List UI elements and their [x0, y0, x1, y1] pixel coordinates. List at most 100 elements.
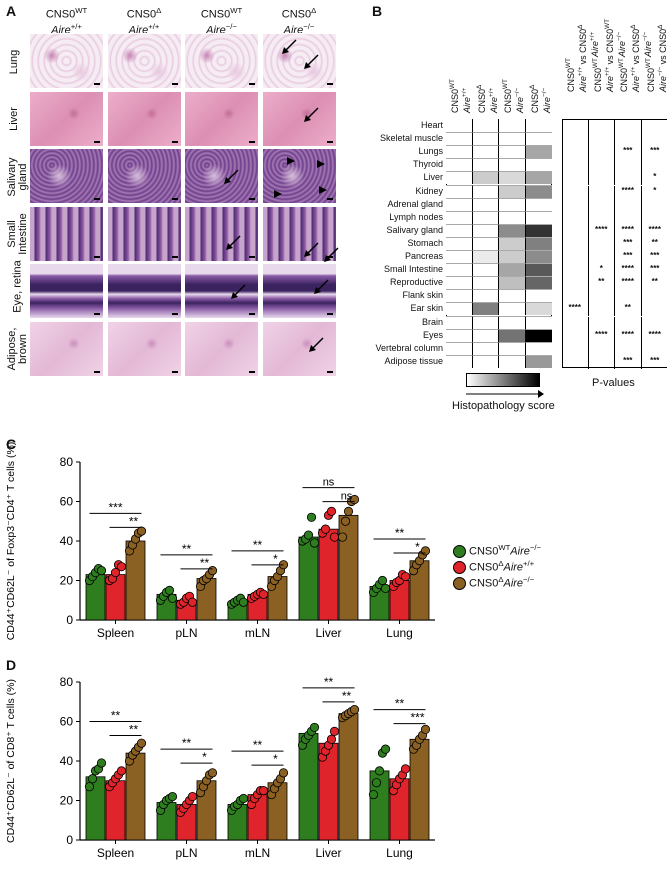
heatmap-cell	[525, 328, 552, 342]
pvalue-cell	[589, 290, 615, 304]
data-point	[258, 786, 269, 796]
significance-label: **	[253, 538, 263, 552]
data-point	[303, 530, 314, 540]
data-point	[380, 583, 391, 593]
scale-bar	[249, 140, 255, 143]
pvalue-cell: ***	[615, 146, 642, 160]
heatmap-cell	[525, 119, 552, 133]
arrowhead-icon	[286, 157, 295, 165]
arrow-icon	[303, 106, 319, 122]
panel-c-chart: CD44⁺CD62L⁻ of Foxp3⁻CD4⁺ T cells (%) 0 20…	[5, 442, 435, 640]
tissue-label: Skeletal muscle	[379, 133, 443, 144]
heatmap-cell	[499, 119, 526, 133]
panel-a-row-label: Adipose, brown	[6, 327, 29, 371]
bar	[318, 528, 339, 621]
data-point	[238, 597, 249, 607]
pvalue-cell	[562, 159, 589, 173]
heatmap-cell	[499, 328, 526, 342]
heatmap-col-header: CNS0Δ Aire−/−	[528, 84, 552, 113]
histology-image	[29, 263, 104, 319]
heatmap-cell	[472, 119, 499, 133]
panel-a-col-header: CNS0WT Aire−/−	[200, 6, 243, 37]
pvalue-cell	[642, 290, 667, 303]
pvalue-cell: ***	[615, 251, 642, 265]
legend-item: CNS0ΔAire−/−	[453, 575, 534, 591]
histology-image	[106, 33, 182, 89]
pvalue-cell	[589, 316, 615, 330]
pvalue-cell	[642, 317, 667, 330]
heatmap-cell	[525, 302, 552, 316]
bar	[125, 752, 146, 841]
panel-a-letter: A	[6, 3, 17, 19]
tissue-label: Eyes	[422, 329, 443, 340]
arrow-icon	[303, 241, 319, 257]
pvalue-cell	[562, 342, 589, 356]
pvalue-cell	[589, 237, 615, 251]
tissue-label: Lungs	[418, 146, 443, 157]
heatmap-cell	[525, 276, 552, 290]
histology-image	[29, 33, 104, 89]
heatmap-cell	[499, 289, 526, 303]
data-point	[309, 538, 320, 548]
scale-bar	[171, 313, 178, 315]
x-tick-label: Liver	[315, 846, 341, 860]
heatmap-cell	[499, 171, 526, 185]
data-point	[371, 778, 382, 788]
arrow-icon	[308, 336, 324, 352]
panel-b-letter: B	[372, 3, 383, 19]
data-point	[377, 575, 388, 586]
pvalue-cell: ****	[562, 303, 589, 317]
y-tick-label: 80	[60, 675, 74, 689]
pvalue-cell	[615, 159, 642, 173]
heatmap-cell	[525, 132, 552, 146]
data-point	[207, 566, 218, 576]
pvalue-cell: *	[589, 264, 615, 278]
histology-image	[29, 205, 104, 262]
pvalue-cell	[642, 212, 667, 225]
pvalue-cell	[562, 146, 589, 160]
data-point	[207, 768, 218, 778]
heatmap-cell	[525, 354, 552, 368]
x-tick-label: Spleen	[97, 846, 134, 860]
heatmap-cell	[446, 223, 473, 237]
x-tick-label: Liver	[315, 626, 341, 640]
panel-a-col-header: CNS0WT Aire+/+	[45, 6, 88, 37]
heatmap-cell	[472, 315, 499, 329]
heatmap-cell	[525, 236, 552, 250]
y-axis-label: CD44⁺CD62L⁻ of CD8⁺ T cells (%)	[5, 679, 17, 843]
arrow-icon	[303, 54, 319, 69]
significance-label: ns	[323, 477, 335, 489]
pvalue-cell: *	[653, 185, 657, 195]
pvalue-cell	[562, 329, 589, 343]
heatmap-cell	[499, 197, 526, 211]
histology-image	[184, 90, 259, 147]
pvalue-cell	[642, 343, 667, 356]
data-point	[374, 766, 385, 776]
arrow-icon	[226, 234, 241, 250]
heatmap-cell	[446, 236, 473, 250]
histology-image	[106, 90, 182, 147]
heatmap-cell	[472, 197, 499, 211]
tissue-label: Lymph nodes	[389, 211, 443, 222]
pvalue-cell	[562, 198, 589, 212]
histology-image	[184, 263, 259, 319]
heatmap-cell	[472, 236, 499, 250]
pvalue-cell	[615, 342, 642, 356]
heatmap-cell	[446, 341, 473, 355]
scale-bar	[171, 140, 178, 143]
panel-c-letter: C	[6, 436, 17, 452]
histology-image	[184, 148, 259, 204]
histology-image	[29, 148, 104, 204]
significance-label: *	[273, 752, 278, 766]
histology-image	[106, 263, 182, 319]
data-point	[96, 758, 107, 768]
data-point	[337, 532, 348, 542]
pvalues-label: P-values	[592, 377, 635, 389]
pvalue-cell	[562, 185, 589, 199]
histology-image	[29, 90, 104, 147]
legend-swatch	[453, 561, 466, 575]
heatmap-cell	[446, 302, 473, 316]
y-tick-label: 0	[66, 613, 73, 627]
scale-bar	[249, 370, 255, 373]
data-point	[368, 789, 379, 800]
